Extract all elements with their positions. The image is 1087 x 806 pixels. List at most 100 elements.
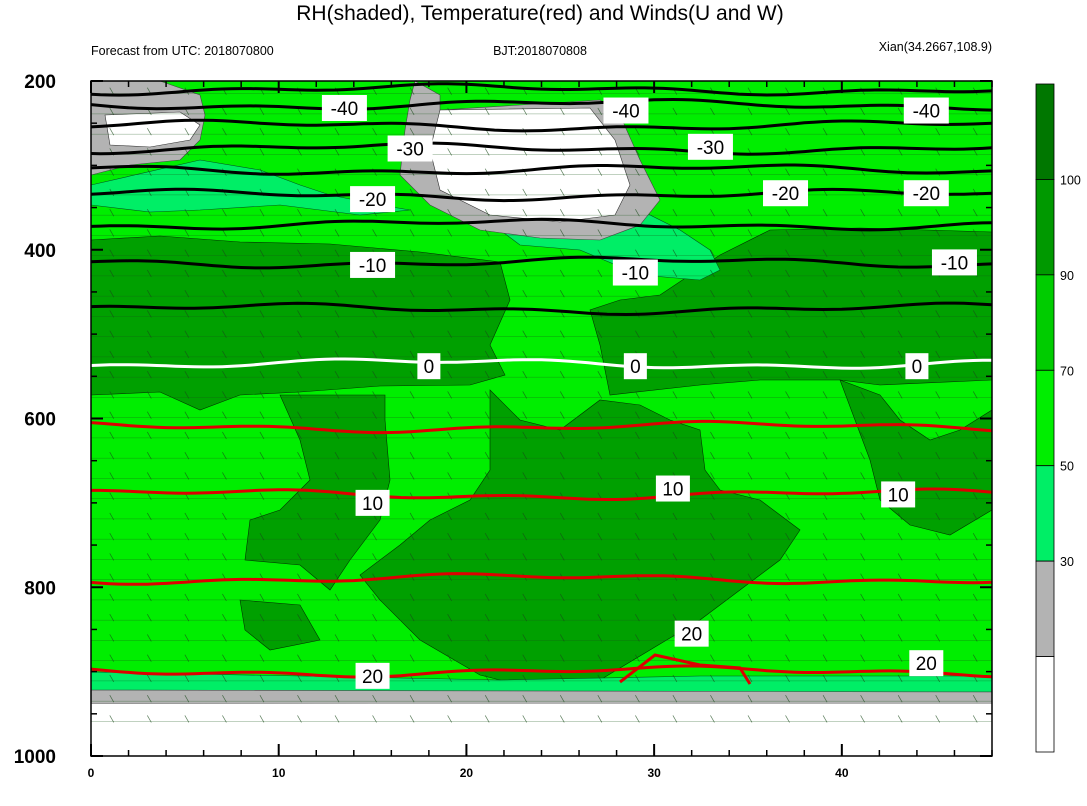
wind-barb <box>147 634 152 642</box>
wind-barb <box>147 411 152 419</box>
wind-barb <box>109 107 115 116</box>
rh-dark-column-right <box>839 379 992 536</box>
contour-label-box <box>687 133 733 160</box>
wind-barb <box>559 350 565 359</box>
wind-barb <box>109 532 115 541</box>
wind-barb <box>860 269 865 278</box>
wind-barb <box>785 249 790 257</box>
colorbar-segment <box>1035 560 1055 657</box>
wind-barb <box>710 350 715 359</box>
wind-barb <box>710 229 715 237</box>
wind-barb <box>522 634 528 642</box>
wind-barb <box>860 350 865 359</box>
wind-barb <box>297 249 302 257</box>
wind-barb <box>409 593 415 602</box>
wind-barb <box>447 613 452 622</box>
wind-barb <box>860 310 865 318</box>
x-tick-label: 10 <box>272 766 286 780</box>
contour-label: -40 <box>603 97 649 124</box>
wind-barb <box>147 472 152 480</box>
wind-barb <box>785 634 790 642</box>
wind-barb <box>222 613 227 622</box>
wind-barb <box>147 370 152 379</box>
wind-barb <box>860 127 865 136</box>
wind-barb <box>259 208 265 217</box>
wind-barb <box>559 330 565 338</box>
wind-barb <box>259 613 265 622</box>
wind-barb <box>785 411 790 419</box>
wind-barb <box>259 694 265 703</box>
wind-barb <box>897 613 903 622</box>
wind-barb <box>372 654 377 662</box>
wind-barb <box>747 350 753 359</box>
wind-barb <box>559 532 565 541</box>
wind-barb <box>710 593 715 602</box>
wind-barb <box>372 553 377 561</box>
wind-barb <box>935 391 940 399</box>
wind-barb <box>409 451 415 460</box>
wind-barb <box>259 350 265 359</box>
wind-barb <box>897 674 903 683</box>
y-tick-label: 800 <box>24 578 56 599</box>
wind-barb <box>559 249 565 257</box>
wind-barb <box>447 593 452 602</box>
isotherm-line <box>91 217 992 232</box>
wind-barb <box>297 391 302 399</box>
wind-barb <box>259 107 265 116</box>
contour-label: 20 <box>355 662 390 689</box>
wind-barb <box>147 249 152 257</box>
wind-barb <box>635 593 640 602</box>
wind-barb <box>710 107 715 116</box>
wind-barb <box>785 350 790 359</box>
wind-barb <box>972 593 978 602</box>
wind-barb <box>334 654 340 662</box>
wind-barb <box>672 532 678 541</box>
colorbar-segment <box>1035 369 1055 467</box>
wind-barb <box>109 573 115 581</box>
wind-barb <box>409 127 415 136</box>
contour-label-text: 20 <box>362 667 383 688</box>
wind-barb <box>747 532 753 541</box>
wind-barb <box>597 431 603 440</box>
wind-barb <box>147 553 152 561</box>
wind-barb <box>522 289 528 298</box>
wind-barb <box>860 613 865 622</box>
contour-label-box <box>903 180 949 207</box>
wind-barb <box>785 370 790 379</box>
isotherm-line <box>91 487 992 501</box>
wind-barb <box>522 451 528 460</box>
wind-barb <box>747 472 753 480</box>
x-tick-label: 40 <box>835 766 849 780</box>
wind-barb <box>334 148 340 156</box>
wind-barb <box>259 492 265 500</box>
wind-barb <box>484 451 490 460</box>
contour-label-text: -30 <box>697 138 724 159</box>
contour-label: -40 <box>321 95 367 121</box>
wind-barb <box>297 431 302 440</box>
wind-barb <box>484 634 490 642</box>
wind-barb <box>372 715 377 723</box>
colorbar-label: 100 <box>1060 173 1081 187</box>
wind-barb <box>710 249 715 257</box>
wind-barb <box>635 391 640 399</box>
plot-area <box>91 81 992 756</box>
wind-barb <box>109 634 115 642</box>
contour-label-box <box>623 353 647 380</box>
wind-barb <box>710 613 715 622</box>
rh-surface-dry-zone <box>91 704 992 756</box>
wind-barb <box>109 87 115 95</box>
wind-barb <box>860 472 865 480</box>
wind-barb <box>597 634 603 642</box>
wind-barb <box>635 411 640 419</box>
wind-barb <box>972 127 978 136</box>
wind-barb <box>447 532 452 541</box>
wind-barb <box>409 249 415 257</box>
wind-barb <box>972 634 978 642</box>
wind-barb <box>972 330 978 338</box>
wind-barb <box>785 472 790 480</box>
wind-barb <box>597 350 603 359</box>
contour-label: -10 <box>350 251 396 278</box>
wind-barb <box>184 249 190 257</box>
wind-barb <box>972 411 978 419</box>
wind-barb <box>897 289 903 298</box>
